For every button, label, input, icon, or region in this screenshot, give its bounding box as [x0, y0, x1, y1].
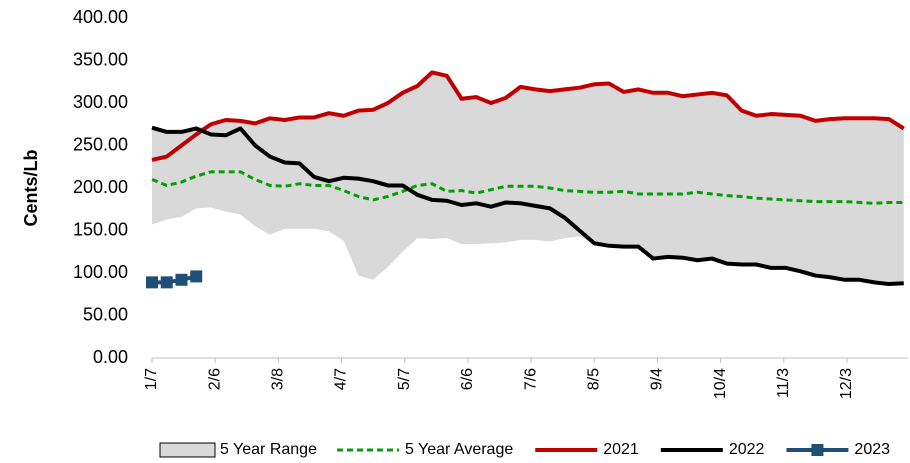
x-tick-label: 5/7 — [396, 368, 413, 390]
legend-label: 2021 — [603, 441, 639, 458]
y-tick-label: 300.00 — [73, 92, 128, 112]
y-tick-label: 250.00 — [73, 134, 128, 154]
y-tick-label: 50.00 — [83, 304, 128, 324]
legend-label: 2023 — [854, 441, 890, 458]
x-tick-label: 4/7 — [333, 368, 350, 390]
series-line — [151, 70, 905, 162]
series-line — [151, 170, 904, 205]
x-tick-label: 11/3 — [775, 368, 792, 398]
y-tick-label: 350.00 — [73, 49, 128, 69]
x-tick-label: 8/5 — [585, 368, 602, 390]
legend-label: 2022 — [729, 441, 765, 458]
legend-label: 5 Year Range — [220, 441, 317, 458]
x-tick-label: 7/6 — [522, 368, 539, 390]
x-tick-label: 6/6 — [459, 368, 476, 390]
y-tick-label: 0.00 — [93, 347, 128, 367]
y-tick-label: 150.00 — [73, 219, 128, 239]
x-tick-label: 2/6 — [206, 368, 223, 390]
legend-marker — [811, 444, 824, 456]
y-tick-label: 100.00 — [73, 262, 128, 282]
x-tick-label: 12/3 — [838, 368, 855, 399]
series-marker — [190, 270, 203, 283]
x-tick-label: 10/4 — [712, 368, 729, 399]
y-tick-label: 400.00 — [73, 7, 128, 27]
y-tick-label: 200.00 — [73, 177, 128, 197]
series-line — [152, 274, 197, 285]
series-marker — [146, 276, 158, 289]
y-axis-label: Cents/Lb — [21, 149, 41, 226]
range-area — [152, 72, 904, 285]
series-marker — [160, 276, 173, 289]
x-tick-label: 1/7 — [143, 368, 160, 390]
x-tick-label: 3/8 — [270, 368, 287, 390]
legend-swatch — [159, 442, 216, 458]
series-line — [151, 125, 904, 287]
x-tick-label: 9/4 — [649, 368, 666, 390]
series-marker — [175, 273, 188, 286]
legend-label: 5 Year Average — [405, 441, 513, 458]
